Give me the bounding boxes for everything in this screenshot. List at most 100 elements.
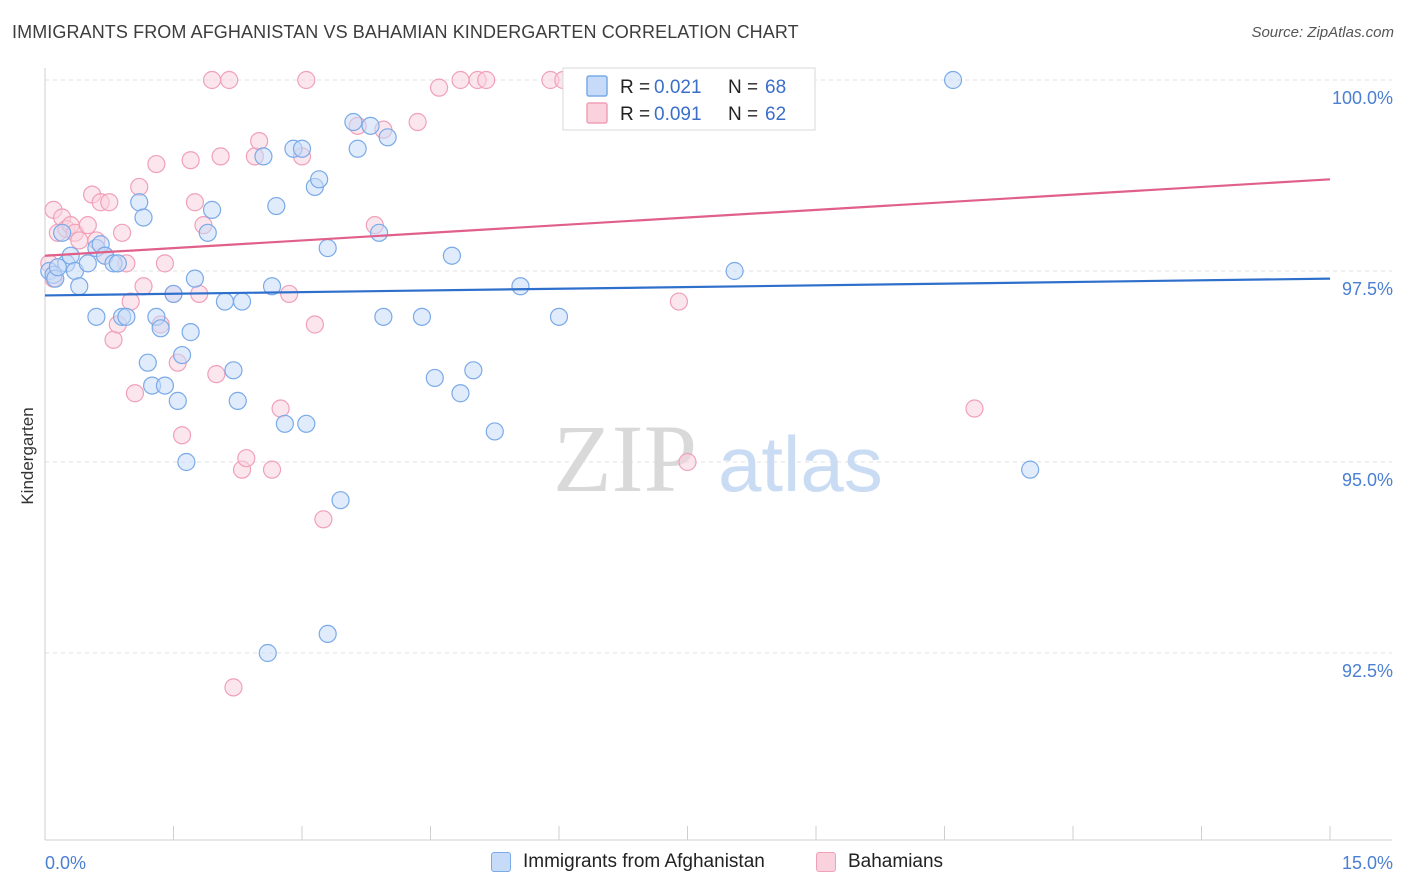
afghanistan-point [172,345,192,365]
bahamians-point [429,78,449,97]
afghanistan-point [318,624,337,644]
legend-item-afghanistan[interactable]: Immigrants from Afghanistan [491,851,765,873]
afghanistan-point [318,238,337,258]
bahamians-point [78,216,97,235]
legend-label: Immigrants from Afghanistan [523,851,765,872]
afghanistan-point [224,361,243,380]
legend-n-value-1: 68 [765,77,786,98]
legend-n-value-2: 62 [765,104,786,125]
bahamians-point [297,70,316,90]
legend-swatch-bahamians [586,102,608,124]
legend-r-label-2: R = [620,104,650,125]
bahamians-point [451,70,470,90]
afghanistan-point [78,254,97,273]
bahamians-point [130,177,149,197]
afghanistan-point [511,277,530,296]
afghanistan-point [198,223,217,242]
afghanistan-point [425,368,444,388]
y-tick-label: 97.5% [1342,279,1393,299]
bahamians-point [70,231,89,250]
afghanistan-point [549,307,569,326]
afghanistan-point [87,307,106,326]
bahamians-point [181,151,200,170]
afghanistan-point [412,307,432,326]
bahamians-point [271,399,290,418]
afghanistan-point [130,193,149,212]
afghanistan-point [254,147,273,166]
afghanistan-point [202,200,222,219]
grid-lines [45,79,1392,654]
afghanistan-point [451,384,470,403]
y-tick-label: 92.5% [1342,661,1393,681]
afghanistan-point [108,254,127,273]
series-legend: Immigrants from Afghanistan Bahamians [0,851,1406,879]
afghanistan-point [138,353,157,372]
bahamians-point [477,70,496,90]
bahamians-point [280,284,299,304]
afghanistan-point [943,70,963,90]
afghanistan-point [348,139,367,158]
x-tick-label: 15.0% [1342,853,1393,873]
legend-swatch-afghanistan [586,75,608,97]
bahamians-point [408,112,427,132]
legend-r-value-1: 0.021 [654,77,702,98]
legend-r-label-1: R = [620,77,650,98]
bahamians-point [185,193,205,212]
bahamians-point [147,154,166,174]
y-tick-labels: 92.5% 95.0% 97.5% 100.0% [1332,88,1393,681]
chart-source: Source: ZipAtlas.com [1251,24,1394,41]
bahamians-point [965,399,984,418]
trend-lines [44,178,1331,297]
afghanistan-point [155,376,175,395]
afghanistan-point [232,292,252,311]
afghanistan-point [361,116,380,135]
afghanistan-point [374,307,393,326]
bahamians-point [207,365,226,384]
bahamians-point [100,193,119,212]
afghanistan-point [215,292,234,311]
y-tick-label: 100.0% [1332,88,1393,108]
afghanistan-point [310,170,329,189]
afghanistan-point [185,269,205,288]
afghanistan-point [331,491,350,510]
axes [44,68,1392,841]
bahamians-point [211,147,230,166]
trend-line-afghanistan [44,277,1331,297]
afghanistan-point [70,277,89,296]
legend-swatch [816,852,836,872]
afghanistan-point [134,208,153,227]
bahamians-point [134,277,153,296]
legend-n-label-1: N = [728,77,758,98]
legend-n-label-2: N = [728,104,758,125]
bahamians-point [224,678,243,697]
legend-swatch [491,852,511,872]
series-bahamians [40,70,984,697]
watermark-zip: ZIP [553,405,697,512]
stats-legend: R = 0.021 N = 68 R = 0.091 N = 62 [562,67,816,131]
chart-title: IMMIGRANTS FROM AFGHANISTAN VS BAHAMIAN … [12,22,799,42]
x-tick-label: 0.0% [45,853,86,873]
afghanistan-point [725,261,744,281]
bahamians-point [262,460,282,479]
afghanistan-point [177,452,196,472]
watermark-atlas: atlas [718,420,883,508]
bahamians-point [112,223,132,242]
afghanistan-point [344,112,363,132]
afghanistan-point [151,319,170,338]
bahamians-point [669,292,689,311]
bahamians-point [104,330,123,349]
bahamians-point [202,70,222,90]
afghanistan-point [168,391,187,410]
bahamians-point [678,452,697,472]
bahamians-point [237,449,256,468]
bahamians-point [314,510,333,529]
afghanistan-point [48,258,67,277]
bahamians-point [125,384,145,403]
afghanistan-point [442,246,462,265]
legend-item-bahamians[interactable]: Bahamians [816,851,943,873]
afghanistan-point [267,196,286,216]
afghanistan-point [297,414,316,433]
y-axis-title: Kindergarten [18,407,37,504]
legend-label: Bahamians [848,851,944,872]
watermark: ZIP atlas [553,405,883,512]
